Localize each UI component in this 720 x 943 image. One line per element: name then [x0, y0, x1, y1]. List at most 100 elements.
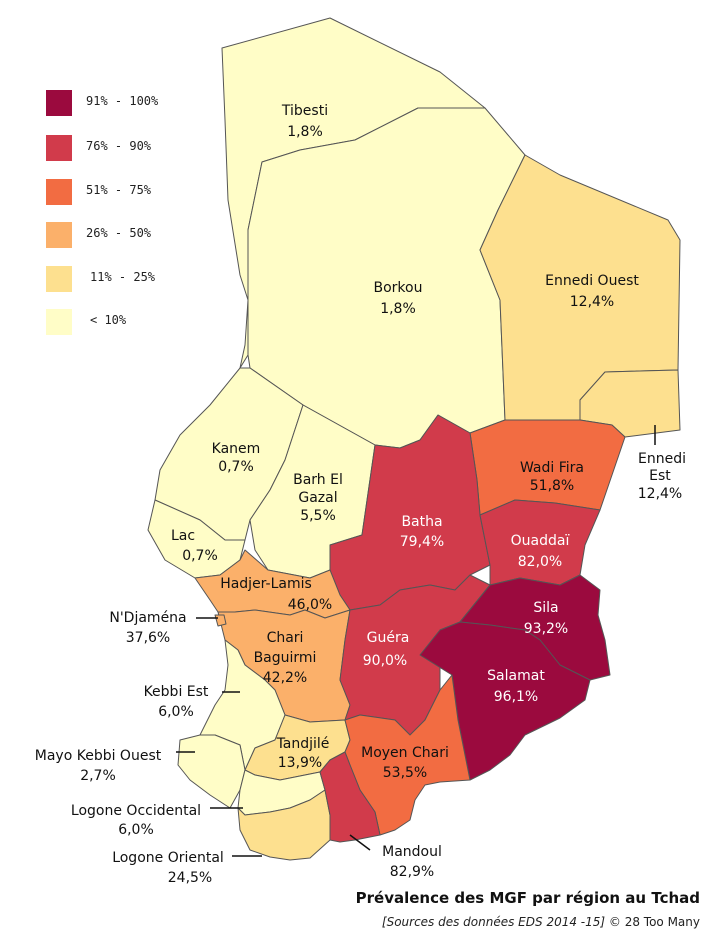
- legend-swatch: [46, 90, 72, 116]
- legend-swatch: [46, 266, 72, 292]
- label-salamat: Salamat: [487, 668, 545, 684]
- value-batha: 79,4%: [400, 534, 444, 550]
- legend-label: 51% - 75%: [86, 183, 152, 197]
- svg-text:79,4%: 79,4%: [400, 534, 444, 550]
- region-labels: Tibesti 1,8% Borkou 1,8% Ennedi Ouest 12…: [35, 103, 686, 886]
- svg-text:Ennedi Ouest: Ennedi Ouest: [545, 273, 639, 289]
- svg-text:12,4%: 12,4%: [638, 486, 682, 502]
- svg-text:2,7%: 2,7%: [80, 768, 116, 784]
- value-logone-oriental: 24,5%: [168, 870, 212, 886]
- label-chari-baguirmi-2: Baguirmi: [254, 650, 317, 666]
- value-chari-baguirmi: 42,2%: [263, 670, 307, 686]
- value-ndjamena: 37,6%: [126, 630, 170, 646]
- value-borkou: 1,8%: [380, 301, 416, 317]
- legend-swatch: [46, 309, 72, 335]
- svg-text:0,7%: 0,7%: [218, 459, 254, 475]
- svg-text:96,1%: 96,1%: [494, 689, 538, 705]
- label-borkou: Borkou: [374, 280, 423, 296]
- value-lac: 0,7%: [182, 548, 218, 564]
- svg-text:Hadjer-Lamis: Hadjer-Lamis: [220, 576, 312, 592]
- label-hadjer-lamis: Hadjer-Lamis: [220, 576, 312, 592]
- svg-text:13,9%: 13,9%: [278, 755, 322, 771]
- label-chari-baguirmi-1: Chari: [267, 630, 304, 646]
- value-kebbi-est: 6,0%: [158, 704, 194, 720]
- svg-text:Tibesti: Tibesti: [281, 103, 328, 119]
- source-note: [Sources des données EDS 2014 -15] © 28 …: [382, 915, 700, 929]
- source-credit: © 28 Too Many: [605, 915, 700, 929]
- legend-label: 11% - 25%: [90, 270, 156, 284]
- svg-text:53,5%: 53,5%: [383, 765, 427, 781]
- svg-text:Baguirmi: Baguirmi: [254, 650, 317, 666]
- legend-swatch: [46, 179, 72, 205]
- svg-text:82,0%: 82,0%: [518, 554, 562, 570]
- legend-label: 91% - 100%: [86, 94, 159, 108]
- svg-text:Tandjilé: Tandjilé: [276, 736, 330, 752]
- svg-text:0,7%: 0,7%: [182, 548, 218, 564]
- legend-label: < 10%: [90, 313, 127, 327]
- value-kanem: 0,7%: [218, 459, 254, 475]
- svg-text:Est: Est: [649, 468, 671, 484]
- svg-text:1,8%: 1,8%: [287, 124, 323, 140]
- value-sila: 93,2%: [524, 621, 568, 637]
- svg-text:Moyen Chari: Moyen Chari: [361, 745, 449, 761]
- svg-text:24,5%: 24,5%: [168, 870, 212, 886]
- label-barh-el-gazal-1: Barh El: [293, 472, 343, 488]
- svg-text:6,0%: 6,0%: [158, 704, 194, 720]
- value-hadjer-lamis: 46,0%: [288, 597, 332, 613]
- svg-text:Batha: Batha: [401, 514, 442, 530]
- value-salamat: 96,1%: [494, 689, 538, 705]
- svg-text:Wadi Fira: Wadi Fira: [520, 460, 584, 476]
- svg-text:Sila: Sila: [533, 600, 558, 616]
- svg-text:Mandoul: Mandoul: [382, 844, 442, 860]
- source-citation: [Sources des données EDS 2014 -15]: [381, 915, 606, 929]
- label-moyen-chari: Moyen Chari: [361, 745, 449, 761]
- value-ennedi-ouest: 12,4%: [570, 294, 614, 310]
- svg-text:Barh El: Barh El: [293, 472, 343, 488]
- svg-text:90,0%: 90,0%: [363, 653, 407, 669]
- svg-text:82,9%: 82,9%: [390, 864, 434, 880]
- svg-text:93,2%: 93,2%: [524, 621, 568, 637]
- svg-text:37,6%: 37,6%: [126, 630, 170, 646]
- label-logone-occidental: Logone Occidental: [71, 803, 201, 819]
- region-mandoul: [319, 751, 381, 843]
- svg-text:Kanem: Kanem: [212, 441, 261, 457]
- svg-text:51,8%: 51,8%: [530, 478, 574, 494]
- svg-text:N'Djaména: N'Djaména: [109, 610, 186, 626]
- label-kanem: Kanem: [212, 441, 261, 457]
- value-ouaddai: 82,0%: [518, 554, 562, 570]
- value-mandoul: 82,9%: [390, 864, 434, 880]
- region-ndjamena: [214, 614, 227, 627]
- label-kebbi-est: Kebbi Est: [144, 684, 209, 700]
- label-ennedi-est-2: Est: [649, 468, 671, 484]
- svg-text:12,4%: 12,4%: [570, 294, 614, 310]
- svg-text:Kebbi Est: Kebbi Est: [144, 684, 209, 700]
- svg-text:46,0%: 46,0%: [288, 597, 332, 613]
- svg-text:Ouaddaï: Ouaddaï: [511, 533, 570, 549]
- leader-lines: [176, 425, 656, 857]
- value-moyen-chari: 53,5%: [383, 765, 427, 781]
- label-ndjamena: N'Djaména: [109, 610, 186, 626]
- label-guera: Guéra: [367, 630, 410, 646]
- legend-label: 76% - 90%: [86, 139, 152, 153]
- svg-text:Logone Oriental: Logone Oriental: [112, 850, 224, 866]
- label-tibesti: Tibesti: [281, 103, 328, 119]
- svg-text:42,2%: 42,2%: [263, 670, 307, 686]
- value-wadi-fira: 51,8%: [530, 478, 574, 494]
- legend-label: 26% - 50%: [86, 226, 152, 240]
- label-ouaddai: Ouaddaï: [511, 533, 570, 549]
- label-sila: Sila: [533, 600, 558, 616]
- svg-text:5,5%: 5,5%: [300, 508, 336, 524]
- svg-text:6,0%: 6,0%: [118, 822, 154, 838]
- value-barh-el-gazal: 5,5%: [300, 508, 336, 524]
- svg-text:Ennedi: Ennedi: [638, 451, 686, 467]
- label-tandjile: Tandjilé: [276, 736, 330, 752]
- value-ennedi-est: 12,4%: [638, 486, 682, 502]
- label-mayo-kebbi-ouest: Mayo Kebbi Ouest: [35, 748, 162, 764]
- label-barh-el-gazal-2: Gazal: [298, 490, 337, 506]
- svg-text:Borkou: Borkou: [374, 280, 423, 296]
- legend-swatch: [46, 222, 72, 248]
- svg-text:Lac: Lac: [171, 528, 195, 544]
- legend-swatch: [46, 135, 72, 161]
- value-mayo-kebbi-ouest: 2,7%: [80, 768, 116, 784]
